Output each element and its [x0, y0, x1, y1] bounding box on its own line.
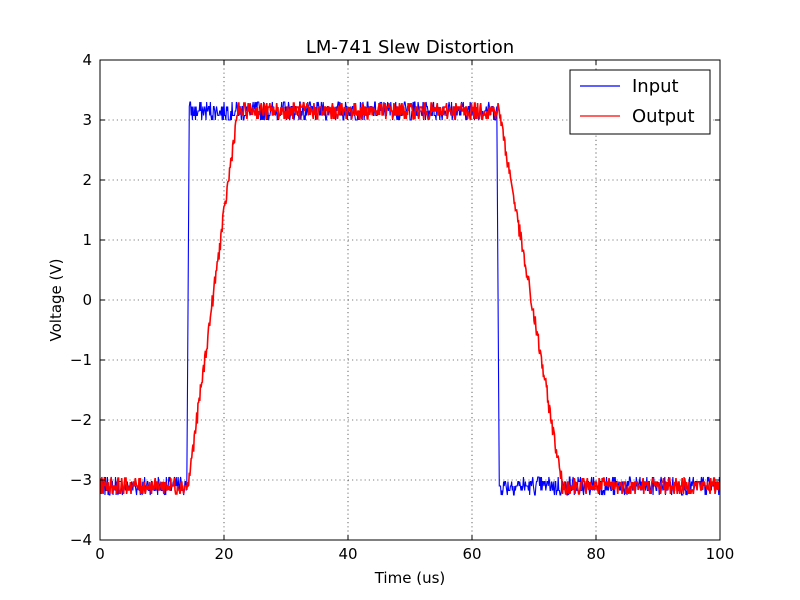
series-line-output [100, 102, 720, 495]
legend-input-label: Input [632, 76, 679, 97]
x-tick-label: 80 [586, 545, 605, 563]
x-tick-label: 40 [338, 545, 357, 563]
legend-output-label: Output [632, 106, 695, 127]
legend: Input Output [569, 69, 711, 135]
y-tick-label: −2 [70, 411, 92, 429]
y-tick-label: 3 [82, 111, 92, 129]
x-tick-label: 0 [95, 545, 105, 563]
y-tick-label: −4 [70, 531, 92, 549]
x-tick-label: 60 [462, 545, 481, 563]
y-tick-label: 2 [82, 171, 92, 189]
y-tick-label: 0 [82, 291, 92, 309]
y-tick-label: 4 [82, 51, 92, 69]
x-tick-label: 100 [706, 545, 735, 563]
legend-box [569, 69, 711, 135]
y-axis-label: Voltage (V) [47, 259, 65, 342]
y-tick-label: −3 [70, 471, 92, 489]
y-tick-label: 1 [82, 231, 92, 249]
x-axis-label: Time (us) [374, 569, 446, 587]
series-layer [100, 101, 720, 496]
x-tick-label: 20 [214, 545, 233, 563]
chart-title: LM-741 Slew Distortion [306, 37, 514, 58]
axis-ticks: 0 20 40 60 80 100 −4 −3 −2 −1 0 1 2 3 4 [70, 51, 734, 563]
series-line-input [100, 101, 720, 496]
y-tick-label: −1 [70, 351, 92, 369]
